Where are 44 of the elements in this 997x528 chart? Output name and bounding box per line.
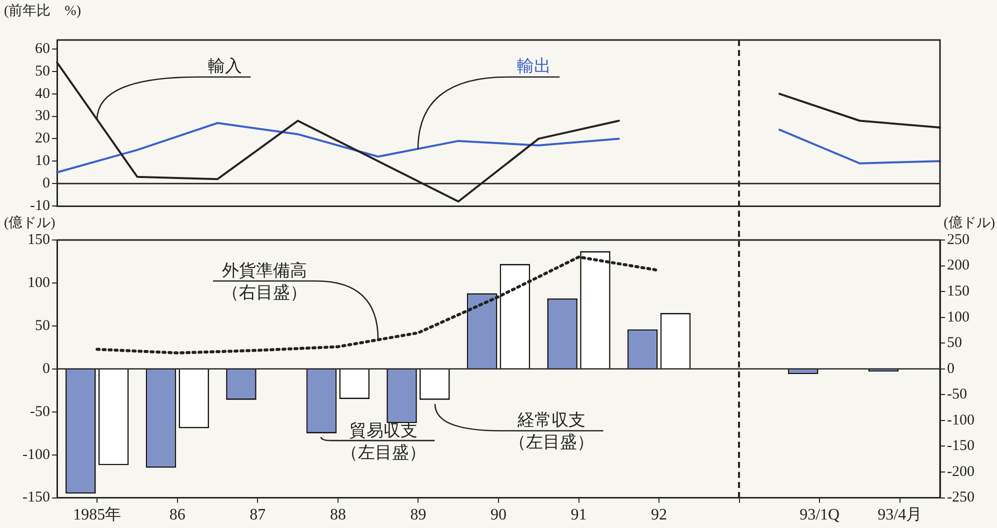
y-tick-label: -50 — [30, 404, 50, 420]
y2-tick-label: 100 — [947, 309, 970, 326]
x-tick-label: 91 — [570, 506, 587, 524]
text: 経常収支（左目盛） — [508, 410, 594, 452]
y2-tick-label: 0 — [947, 360, 954, 377]
y2-tick-label: -200 — [947, 464, 974, 480]
y-tick-label: -10 — [30, 198, 50, 214]
y-tick-label: 100 — [28, 274, 50, 291]
y2-tick-label: -100 — [947, 412, 974, 428]
x-tick-label: 93/1Q — [800, 506, 840, 524]
text: 外貨準備高（右目盛） — [222, 261, 308, 302]
x-tick-label: 89 — [410, 506, 426, 524]
y-tick-label: 60 — [35, 40, 50, 57]
text: 輸出 — [516, 56, 551, 76]
series-label: 貿易収支（左目盛） — [341, 420, 426, 462]
y2-tick-label: -250 — [947, 490, 974, 506]
y-axis-title: (前年比 %) — [4, 2, 81, 20]
y2-tick-label: 250 — [947, 232, 970, 248]
y-tick-label: -100 — [22, 446, 50, 463]
y2-tick-label: -50 — [947, 386, 967, 403]
y-tick-label: 40 — [35, 86, 50, 102]
y-tick-label: 50 — [35, 318, 50, 334]
y2-tick-label: 150 — [947, 283, 970, 300]
y2-tick-label: 50 — [947, 335, 962, 352]
y-tick-label: 30 — [35, 108, 50, 124]
y-tick-label: 10 — [35, 153, 50, 170]
y-tick-label: -150 — [22, 490, 50, 506]
y-tick-label: 50 — [35, 63, 50, 80]
x-tick-label: 90 — [490, 506, 506, 524]
x-tick-label: 87 — [250, 506, 266, 524]
x-tick-label: 93/4月 — [878, 506, 922, 524]
y2-tick-label: 200 — [947, 258, 970, 274]
y2-axis-title: (億ドル) — [944, 214, 995, 232]
y-tick-label: 150 — [28, 232, 50, 248]
y-tick-label: 0 — [42, 360, 50, 377]
x-tick-label: 86 — [169, 506, 186, 524]
x-tick-label: 1985年 — [73, 506, 122, 524]
x-tick-label: 92 — [651, 506, 668, 524]
y2-tick-label: -150 — [947, 438, 974, 454]
y-tick-label: 20 — [35, 130, 50, 147]
y-tick-label: 0 — [42, 176, 50, 192]
x-tick-label: 88 — [330, 506, 346, 524]
text: 輸入 — [208, 56, 242, 76]
y-axis-title: (億ドル) — [4, 214, 56, 232]
